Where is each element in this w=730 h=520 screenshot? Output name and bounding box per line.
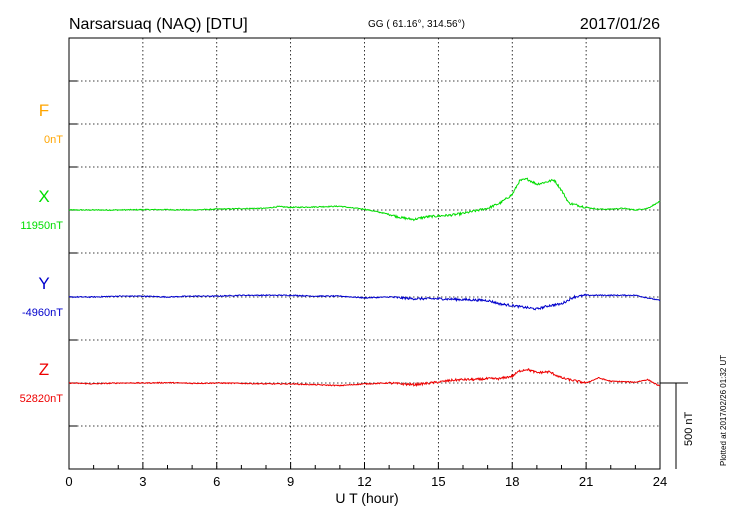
x-axis-ticks: 0 3 6 9 12 15 18 21 24 [65,80,667,489]
series-z-line [68,368,661,388]
x-tick-label: 3 [139,474,146,489]
series-x-line [68,177,661,222]
series-lines [68,177,661,388]
coordinates-label: GG ( 61.16°, 314.56°) [368,19,465,30]
x-tick-label: 0 [65,474,72,489]
x-tick-label: 21 [579,474,593,489]
x-tick-label: 12 [357,474,371,489]
channel-name: Z [39,360,49,379]
channel-baseline: 11950nT [20,220,63,232]
grid-lines [69,38,660,469]
channel-name: Y [38,274,49,293]
channel-labels: F 0nT X 11950nT Y -4960nT Z 52820nT [20,101,64,405]
x-axis-label: U T (hour) [335,490,398,506]
plotted-note: Plotted at 2017/02/26 01:32 UT [719,355,728,466]
date-label: 2017/01/26 [580,16,660,33]
scale-label: 500 nT [683,411,695,446]
x-tick-label: 18 [505,474,519,489]
station-title: Narsarsuaq (NAQ) [DTU] [69,16,248,33]
channel-name: X [38,187,49,206]
x-tick-label: 9 [287,474,294,489]
x-tick-label: 24 [653,474,667,489]
series-y-line [68,293,661,311]
x-tick-label: 15 [431,474,445,489]
scale-bar: 500 nT [660,382,695,469]
channel-baseline: 0nT [44,134,63,146]
x-tick-label: 6 [213,474,220,489]
channel-baseline: 52820nT [20,393,64,405]
channel-name: F [39,101,49,120]
channel-baseline: -4960nT [22,307,63,319]
